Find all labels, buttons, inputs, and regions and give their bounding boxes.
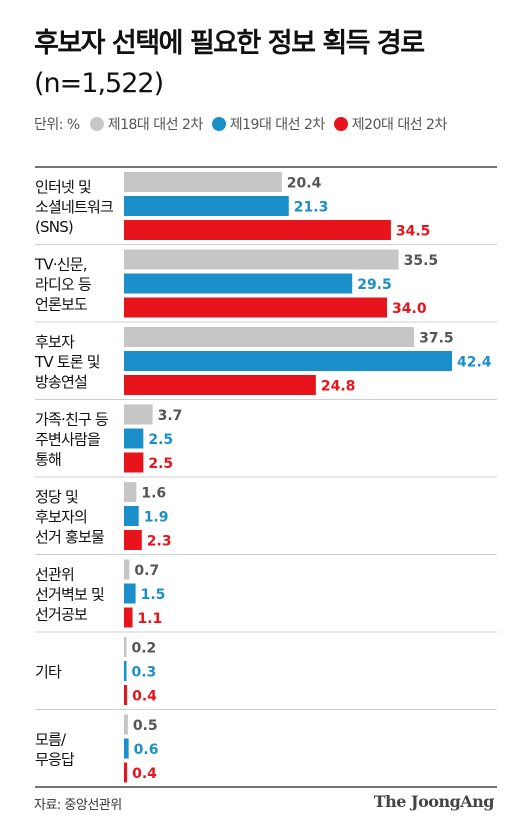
chart-title: 후보자 선택에 필요한 정보 획득 경로 [34,28,425,59]
bar-18th [124,482,137,502]
bar-18th [124,172,282,192]
bar-18th [124,249,399,270]
bar-20th [124,375,316,395]
legend: 단위: % 제18대 대선 2차 제19대 대선 2차 제20대 대선 2차 [34,114,456,134]
bar-19th [124,351,452,371]
data-label: 0.6 [134,742,159,758]
bar-19th [124,273,353,294]
category-label: 언론보도 [35,296,88,314]
category-label: 선거공보 [35,606,88,624]
category-label: 선거벽보 및 [35,586,104,604]
bar-20th [124,762,128,783]
category-label: 모름/ [35,731,67,749]
bar-19th [124,428,144,449]
legend-item-20th: 제20대 대선 2차 [333,114,448,134]
source-note: 자료: 중앙선관위 [34,798,122,813]
data-label: 0.5 [133,718,158,734]
data-label: 0.3 [132,665,157,681]
legend-label: 제19대 대선 2차 [229,117,326,133]
category-label: 가족·친구 등 [35,411,109,429]
bar-20th [124,297,388,318]
data-label: 2.3 [147,534,172,550]
legend-label: 제18대 대선 2차 [107,117,204,133]
data-label: 1.1 [138,611,163,627]
legend-dot-icon [333,117,348,131]
bar-19th [124,583,136,604]
bar-19th [124,738,129,759]
data-label: 2.5 [148,456,173,472]
category-label: 인터넷 및 [35,178,91,196]
data-label: 34.5 [396,224,431,240]
legend-item-18th: 제18대 대선 2차 [89,114,204,134]
data-label: 20.4 [287,176,322,192]
data-label: 3.7 [158,408,183,424]
bar-19th [124,196,289,216]
bar-19th [124,506,139,526]
legend-dot-icon [211,117,226,131]
data-label: 35.5 [404,253,439,269]
data-label: 29.5 [357,277,392,293]
category-label: 무응답 [35,751,75,769]
category-label: 소셜네트워크 [35,198,113,216]
bar-18th [124,559,130,580]
bar-19th [124,661,127,681]
data-label: 0.2 [132,641,157,657]
data-label: 2.5 [148,432,173,448]
category-label: TV·신문, [34,256,87,274]
brand-logo: The JoongAng [373,792,495,811]
data-label: 34.0 [392,301,427,317]
data-label: 1.9 [144,510,169,526]
bar-18th [124,327,415,347]
legend-dot-icon [89,117,104,131]
category-label: TV 토론 및 [34,353,100,371]
category-label: 기타 [35,663,62,681]
bar-20th [124,452,144,473]
category-label: 라디오 등 [35,276,92,294]
data-label: 1.5 [141,587,166,603]
bar-20th [124,530,142,550]
chart-subtitle: (n=1,522) [34,68,164,99]
category-label: 통해 [35,451,61,469]
category-label: 후보자 [35,333,75,351]
bar-20th [124,685,128,705]
bar-18th [124,404,153,425]
unit-label: 단위: % [34,117,80,133]
data-label: 1.6 [141,486,166,502]
category-label: (SNS) [35,218,73,236]
data-label: 0.4 [132,689,157,705]
category-label: 선거 홍보물 [35,528,104,546]
bar-18th [124,637,127,657]
bar-20th [124,220,391,240]
category-label: 방송연설 [35,373,87,391]
data-label: 37.5 [419,331,454,347]
data-label: 24.8 [321,379,356,395]
bar-20th [124,607,133,628]
data-label: 0.7 [134,563,159,579]
category-label: 주변사람을 [35,431,100,449]
category-label: 선관위 [35,566,74,584]
bar-18th [124,714,128,735]
category-label: 후보자의 [35,508,87,526]
category-label: 정당 및 [35,488,78,506]
data-label: 42.4 [457,355,492,371]
legend-item-19th: 제19대 대선 2차 [211,114,326,134]
data-label: 0.4 [132,766,157,782]
data-label: 21.3 [294,200,329,216]
legend-label: 제20대 대선 2차 [351,117,448,133]
